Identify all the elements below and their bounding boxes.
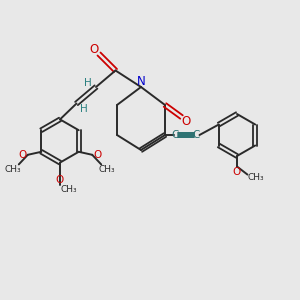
Text: O: O xyxy=(19,150,27,160)
Text: O: O xyxy=(232,167,241,177)
Text: O: O xyxy=(89,43,98,56)
Text: C: C xyxy=(193,130,200,140)
Text: CH₃: CH₃ xyxy=(247,173,264,182)
Text: H: H xyxy=(80,104,88,114)
Text: O: O xyxy=(93,150,101,160)
Text: O: O xyxy=(182,115,190,128)
Text: N: N xyxy=(136,75,146,88)
Text: CH₃: CH₃ xyxy=(60,185,77,194)
Text: H: H xyxy=(84,77,92,88)
Text: O: O xyxy=(56,175,64,185)
Text: CH₃: CH₃ xyxy=(99,165,116,174)
Text: C: C xyxy=(172,130,179,140)
Text: CH₃: CH₃ xyxy=(4,165,21,174)
